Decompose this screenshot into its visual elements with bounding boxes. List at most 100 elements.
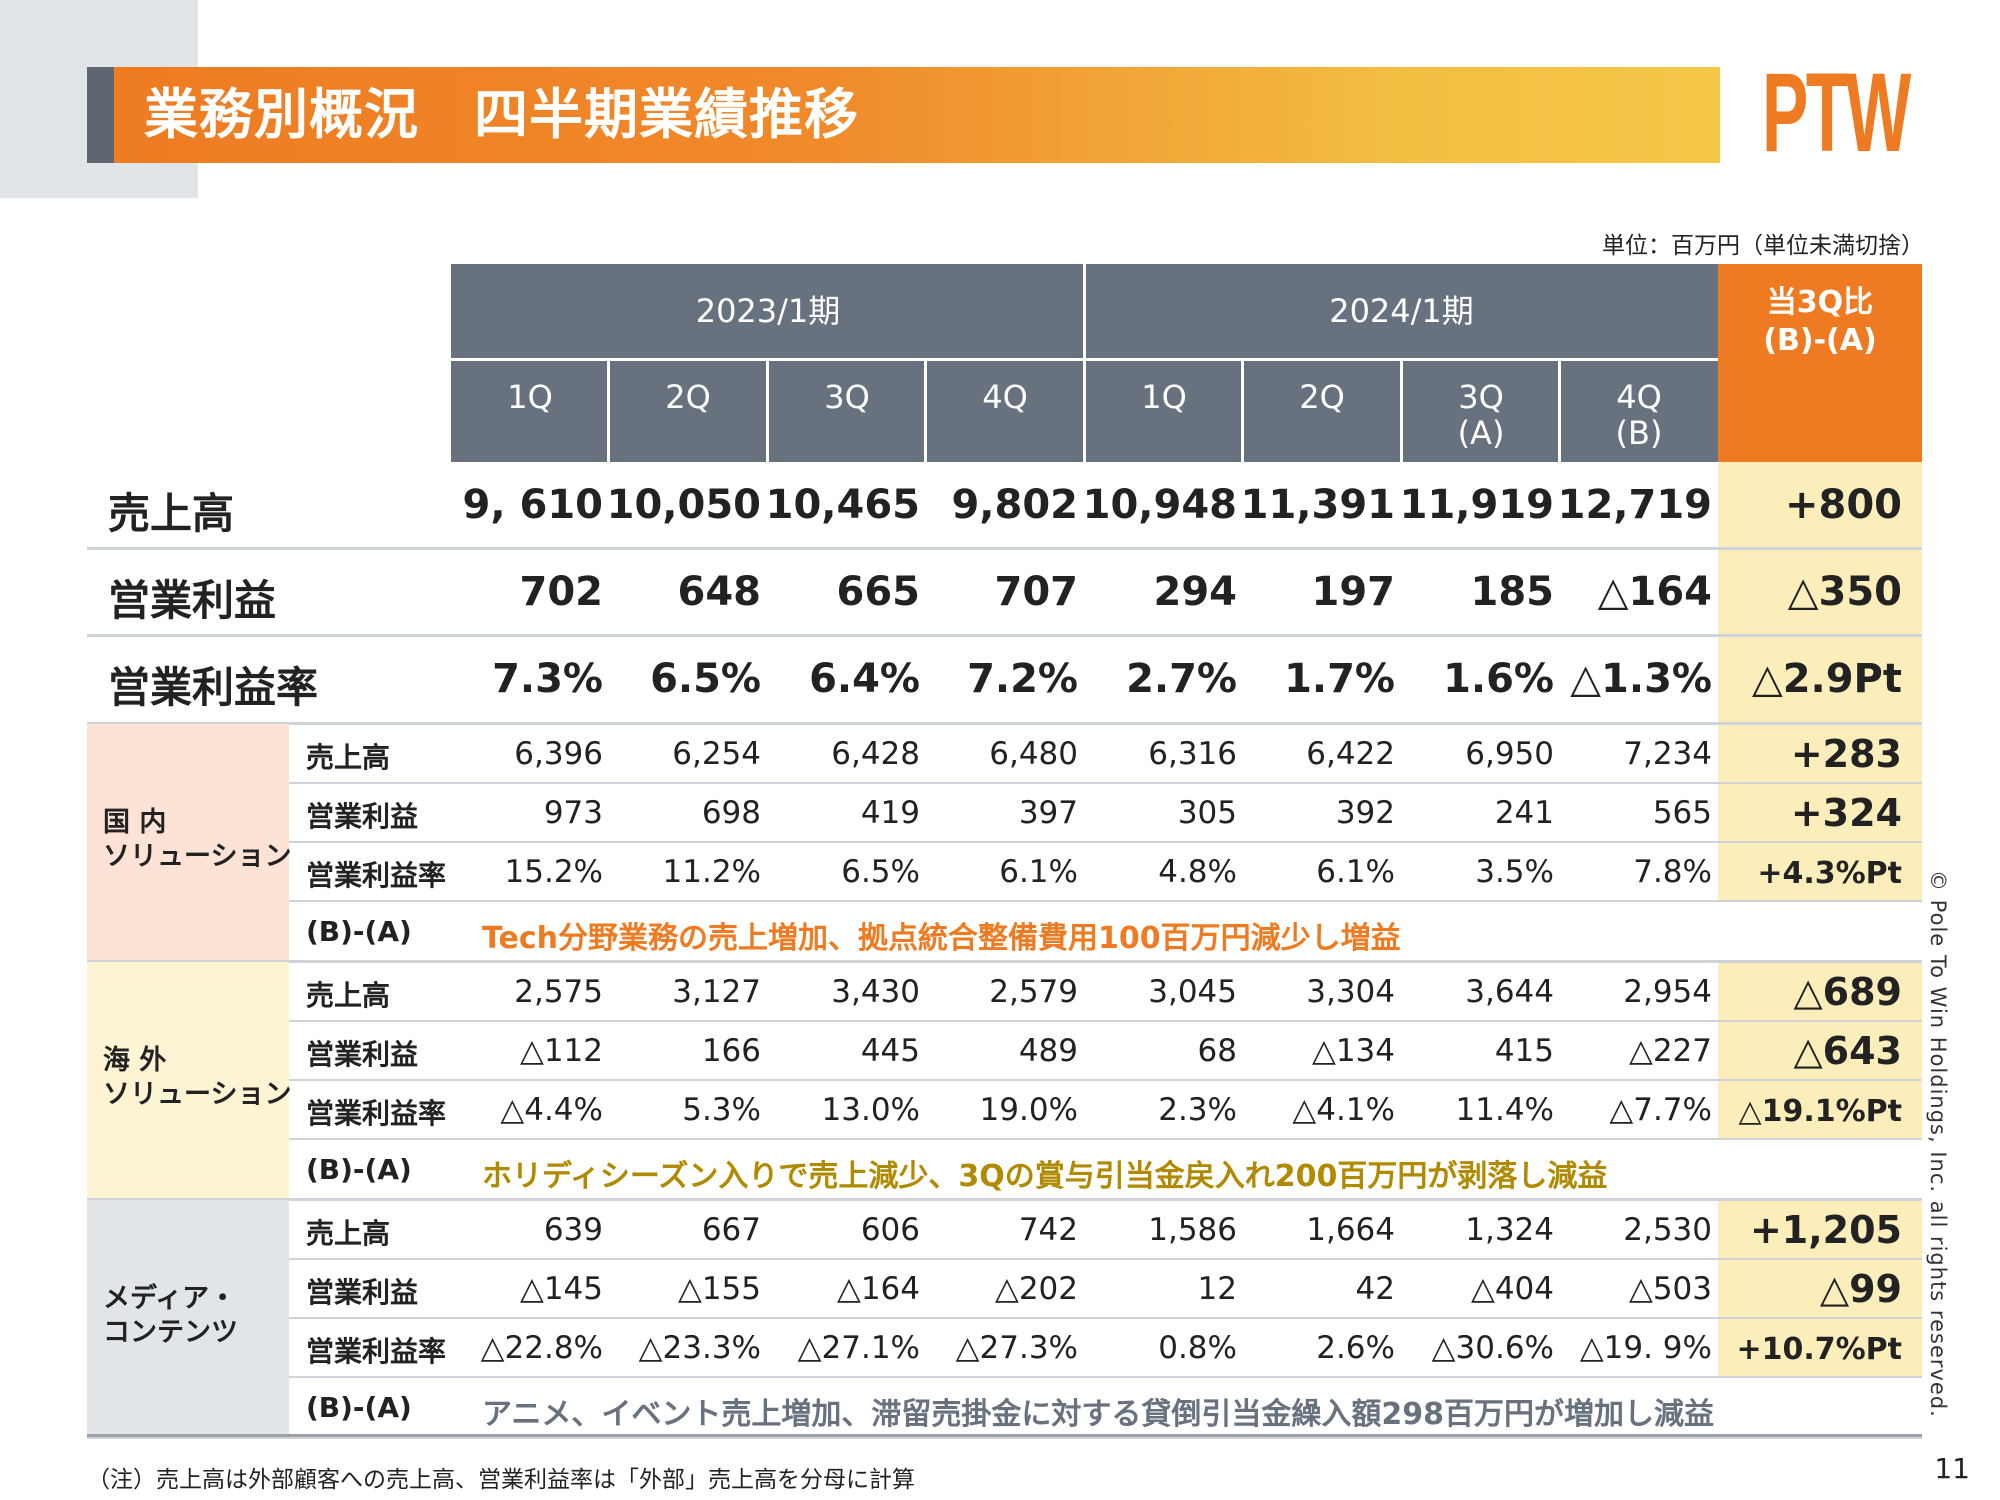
summary-value: 12,719 <box>1557 482 1712 528</box>
metric-value: 0.8% <box>1158 1330 1237 1366</box>
metric-label: 営業利益 <box>306 1038 419 1071</box>
copyright: © Pole To Win Holdings, Inc. all rights … <box>1926 870 1950 1418</box>
metric-value: 12 <box>1197 1271 1237 1307</box>
quarter-header: 1Q <box>1085 361 1243 462</box>
summary-value: 7.2% <box>967 656 1078 702</box>
summary-value: △1.3% <box>1570 656 1712 702</box>
year-header-2024: 2024/1期 <box>1085 264 1718 358</box>
header-divider <box>1400 361 1403 462</box>
summary-value: 702 <box>519 569 604 615</box>
metric-value: 4.8% <box>1158 854 1237 890</box>
summary-value: 707 <box>994 569 1079 615</box>
summary-value: 185 <box>1470 569 1555 615</box>
segment-name: 海 外 ソリューション <box>103 1045 292 1110</box>
metric-value: 3,127 <box>672 974 761 1010</box>
metric-value: 2.6% <box>1316 1330 1395 1366</box>
ba-label: (B)-(A) <box>306 1391 412 1424</box>
metric-value: 6,254 <box>672 736 761 772</box>
summary-value: 6.5% <box>650 656 761 702</box>
quarter-header: 2Q <box>1243 361 1401 462</box>
metric-value: △164 <box>836 1271 920 1307</box>
metric-value: 639 <box>543 1212 603 1248</box>
summary-label: 売上高 <box>108 489 235 538</box>
summary-diff: △350 <box>1787 569 1902 615</box>
metric-value: 6,480 <box>989 736 1078 772</box>
metric-value: 489 <box>1018 1033 1078 1069</box>
metric-diff: +4.3%Pt <box>1757 856 1902 891</box>
metric-value: 11.2% <box>662 854 761 890</box>
metric-value: 6,950 <box>1465 736 1554 772</box>
metric-diff: +1,205 <box>1749 1208 1902 1252</box>
metric-value: 2,530 <box>1623 1212 1712 1248</box>
row-divider <box>289 1079 1922 1081</box>
metric-value: 15.2% <box>504 854 603 890</box>
metric-value: △22.8% <box>480 1330 603 1366</box>
metric-label: 営業利益率 <box>306 1097 447 1130</box>
metric-value: △503 <box>1628 1271 1712 1307</box>
row-divider <box>289 841 1922 843</box>
metric-value: △30.6% <box>1431 1330 1554 1366</box>
quarter-header: 3Q <box>768 361 926 462</box>
metric-value: △155 <box>677 1271 761 1307</box>
metric-value: △19. 9% <box>1579 1330 1712 1366</box>
quarter-header: 1Q <box>451 361 609 462</box>
metric-value: 606 <box>860 1212 920 1248</box>
metric-value: 2.3% <box>1158 1092 1237 1128</box>
metric-value: 6,396 <box>514 736 603 772</box>
summary-label: 営業利益率 <box>108 663 319 712</box>
summary-value: 665 <box>836 569 921 615</box>
row-divider <box>289 1317 1922 1319</box>
metric-label: 営業利益率 <box>306 859 447 892</box>
ratio-blank <box>1718 1140 1922 1198</box>
segment-label-bg <box>87 1200 289 1436</box>
summary-value: 1.6% <box>1443 656 1554 702</box>
summary-value: 7.3% <box>492 656 603 702</box>
metric-value: △27.1% <box>797 1330 920 1366</box>
metric-value: 419 <box>860 795 920 831</box>
metric-value: 19.0% <box>979 1092 1078 1128</box>
summary-diff: +800 <box>1784 482 1902 528</box>
metric-value: 7.8% <box>1633 854 1712 890</box>
metric-value: 973 <box>543 795 603 831</box>
metric-value: 6,316 <box>1148 736 1237 772</box>
metric-value: 11.4% <box>1455 1092 1554 1128</box>
year-header-2023: 2023/1期 <box>451 264 1085 358</box>
summary-label: 営業利益 <box>108 576 277 625</box>
footnote: （注）売上高は外部顧客への売上高、営業利益率は「外部」売上高を分母に計算 <box>87 1467 915 1493</box>
section-divider <box>87 722 1922 725</box>
metric-diff: △19.1%Pt <box>1738 1094 1902 1129</box>
summary-value: 197 <box>1311 569 1396 615</box>
metric-value: 3,045 <box>1148 974 1237 1010</box>
row-divider <box>289 1258 1922 1260</box>
ba-label: (B)-(A) <box>306 1153 412 1186</box>
metric-diff: △689 <box>1793 970 1902 1014</box>
metric-value: 5.3% <box>682 1092 761 1128</box>
segment-comment: ホリディシーズン入りで売上減少、3Qの賞与引当金戻入れ200百万円が剥落し減益 <box>482 1159 1608 1194</box>
unit-note: 単位：百万円（単位未満切捨） <box>1602 233 1924 259</box>
metric-value: 6,422 <box>1306 736 1395 772</box>
metric-value: 166 <box>701 1033 761 1069</box>
section-divider <box>87 1198 1922 1201</box>
metric-value: 415 <box>1494 1033 1554 1069</box>
summary-value: 11,391 <box>1240 482 1395 528</box>
metric-diff: △99 <box>1819 1267 1902 1311</box>
metric-value: 3.5% <box>1475 854 1554 890</box>
metric-value: △202 <box>994 1271 1078 1307</box>
metric-value: 3,430 <box>831 974 920 1010</box>
metric-value: △227 <box>1628 1033 1712 1069</box>
segment-comment: アニメ、イベント売上増加、滞留売掛金に対する貸倒引当金繰入額298百万円が増加し… <box>482 1397 1715 1432</box>
page-number: 11 <box>1934 1452 1970 1485</box>
summary-value: 9,802 <box>951 482 1078 528</box>
summary-value: 648 <box>677 569 762 615</box>
summary-value: 10,050 <box>606 482 761 528</box>
metric-diff: +283 <box>1790 732 1902 776</box>
segment-comment: Tech分野業務の売上増加、拠点統合整備費用100百万円減少し増益 <box>482 921 1401 956</box>
metric-label: 売上高 <box>306 1217 391 1250</box>
metric-value: 445 <box>860 1033 920 1069</box>
metric-value: △145 <box>519 1271 603 1307</box>
ratio-header: 当3Q比 (B)-(A) <box>1718 264 1922 462</box>
section-divider <box>87 1436 1922 1439</box>
metric-value: 397 <box>1018 795 1078 831</box>
ratio-blank <box>1718 902 1922 960</box>
summary-value: 6.4% <box>809 656 920 702</box>
